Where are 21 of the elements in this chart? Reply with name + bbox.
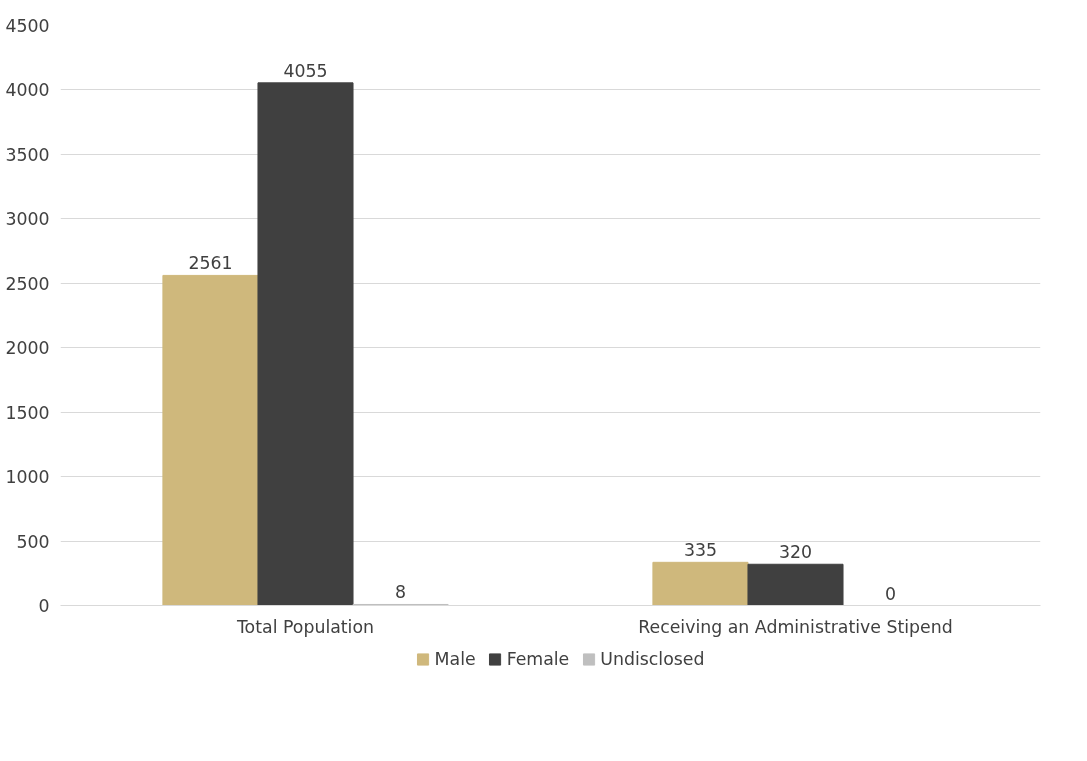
- x-tick-label: Receiving an Administrative Stipend: [638, 616, 953, 637]
- y-tick-label: 4500: [5, 16, 50, 36]
- y-tick-label: 1000: [5, 467, 50, 488]
- legend-label: Female: [506, 649, 570, 669]
- y-tick-label: 3000: [5, 209, 50, 230]
- y-tick-label: 2000: [5, 338, 50, 359]
- y-tick-label: 500: [16, 531, 50, 552]
- y-tick-label: 2500: [5, 273, 50, 294]
- data-label: 2561: [188, 253, 233, 274]
- data-label: 335: [683, 540, 717, 561]
- x-tick-label: Total Population: [235, 616, 375, 637]
- y-tick-label: 4000: [5, 80, 50, 101]
- data-label: 320: [778, 542, 813, 563]
- legend-label: Male: [434, 649, 476, 669]
- data-label: 8: [395, 582, 407, 603]
- data-label: 0: [885, 583, 897, 604]
- y-tick-label: 1500: [5, 402, 50, 423]
- y-tick-label: 3500: [5, 144, 50, 165]
- y-tick-label: 0: [38, 596, 50, 616]
- legend-label: Undisclosed: [600, 649, 705, 669]
- data-label: 4055: [283, 60, 328, 81]
